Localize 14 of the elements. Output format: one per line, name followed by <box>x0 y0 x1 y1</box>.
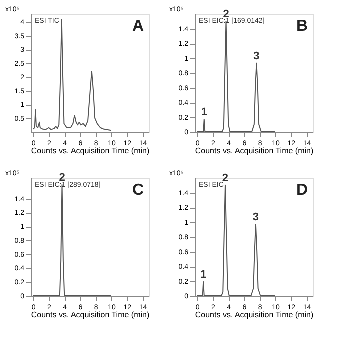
x-axis-title: Counts vs. Acquisition Time (min) <box>31 310 150 320</box>
annotation: D <box>296 182 308 199</box>
annotation: 3 <box>254 50 260 62</box>
annotation: A <box>132 18 144 35</box>
annotation: 1 <box>200 268 207 281</box>
line-series <box>32 18 112 132</box>
annotation: B <box>296 18 308 35</box>
annotation: 1 <box>201 106 208 118</box>
x-axis-title: Counts vs. Acquisition Time (min) <box>31 146 150 156</box>
annotation: C <box>132 182 144 199</box>
annotation: 3 <box>252 211 260 224</box>
x-axis-title: Counts vs. Acquisition Time (min) <box>195 310 314 320</box>
x-axis-title: Counts vs. Acquisition Time (min) <box>195 146 314 156</box>
annotation: 2 <box>222 172 229 184</box>
